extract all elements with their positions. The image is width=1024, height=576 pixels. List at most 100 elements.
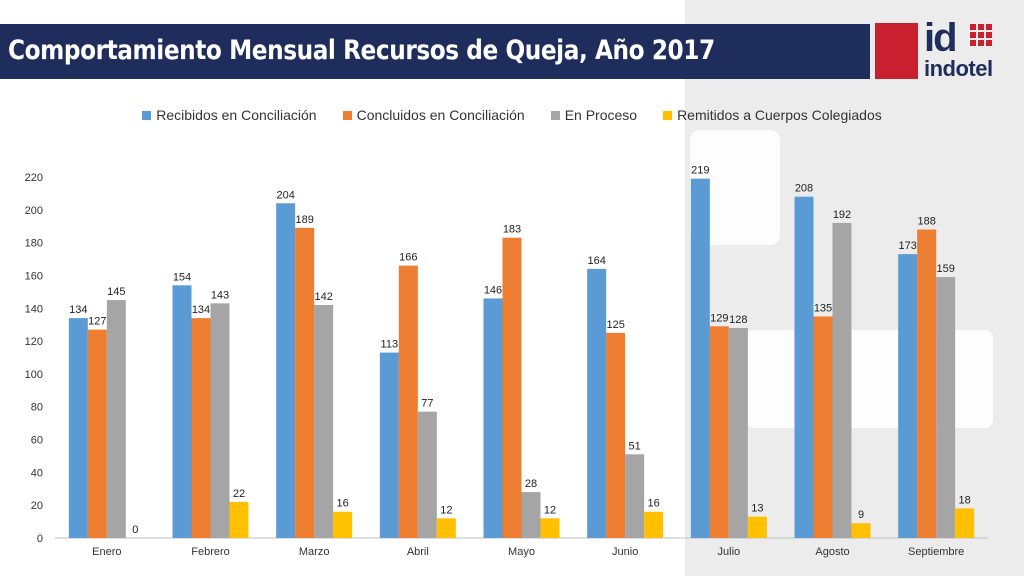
bar bbox=[398, 265, 418, 538]
legend-label: Recibidos en Conciliación bbox=[156, 107, 317, 123]
logo-grid-icon bbox=[970, 24, 1000, 54]
bar bbox=[587, 268, 607, 538]
data-label: 208 bbox=[795, 183, 813, 195]
y-tick-label: 80 bbox=[31, 402, 43, 414]
y-tick-label: 140 bbox=[25, 303, 43, 315]
legend-item-en-proceso: En Proceso bbox=[550, 106, 638, 124]
legend-swatch bbox=[663, 110, 673, 120]
x-tick-label: Septiembre bbox=[908, 546, 964, 558]
bar bbox=[172, 285, 192, 538]
data-label: 13 bbox=[751, 503, 763, 515]
legend-item-remitidos: Remitidos a Cuerpos Colegiados bbox=[663, 106, 882, 124]
bar bbox=[728, 327, 748, 538]
bar bbox=[690, 178, 710, 538]
data-label: 12 bbox=[544, 504, 556, 516]
legend-swatch bbox=[550, 110, 560, 120]
bar bbox=[851, 523, 871, 538]
data-label: 0 bbox=[132, 524, 138, 536]
data-label: 135 bbox=[814, 302, 832, 314]
bar bbox=[229, 501, 249, 538]
data-label: 51 bbox=[629, 440, 641, 452]
y-tick-label: 200 bbox=[25, 205, 43, 217]
bar bbox=[502, 237, 522, 539]
logo-name: indotel bbox=[924, 56, 993, 81]
data-label: 134 bbox=[69, 304, 87, 316]
data-label: 113 bbox=[381, 339, 399, 351]
y-tick-label: 120 bbox=[25, 336, 43, 348]
x-tick-label: Mayo bbox=[508, 546, 535, 558]
bar bbox=[606, 332, 626, 538]
x-tick-label: Marzo bbox=[299, 546, 330, 558]
x-tick-label: Enero bbox=[92, 546, 121, 558]
data-label: 189 bbox=[295, 214, 313, 226]
x-tick-label: Junio bbox=[612, 546, 638, 558]
data-label: 125 bbox=[606, 319, 624, 331]
x-tick-label: Agosto bbox=[815, 546, 849, 558]
data-label: 9 bbox=[858, 509, 864, 521]
chart-legend: Recibidos en Conciliación Concluidos en … bbox=[0, 106, 1024, 124]
bar bbox=[625, 454, 645, 538]
y-tick-label: 60 bbox=[31, 435, 43, 447]
data-label: 18 bbox=[959, 494, 971, 506]
data-label: 28 bbox=[525, 478, 537, 490]
title-bar: Comportamiento Mensual Recursos de Queja… bbox=[0, 24, 870, 79]
bar bbox=[106, 300, 126, 538]
data-label: 145 bbox=[107, 286, 125, 298]
bar bbox=[417, 411, 437, 538]
data-label: 219 bbox=[691, 165, 709, 177]
data-label: 164 bbox=[587, 255, 605, 267]
data-label: 173 bbox=[898, 240, 916, 252]
data-label: 16 bbox=[337, 498, 349, 510]
legend-label: Concluidos en Conciliación bbox=[356, 107, 525, 123]
bar bbox=[898, 254, 918, 538]
bar bbox=[483, 298, 503, 538]
bar bbox=[379, 352, 399, 538]
bar bbox=[295, 227, 315, 539]
data-label: 159 bbox=[936, 263, 954, 275]
bar bbox=[747, 516, 767, 538]
page-title: Comportamiento Mensual Recursos de Queja… bbox=[8, 35, 715, 66]
x-tick-label: Julio bbox=[718, 546, 741, 558]
bar bbox=[87, 329, 107, 538]
bar bbox=[210, 303, 230, 538]
legend-label: En Proceso bbox=[564, 107, 638, 123]
bar bbox=[917, 229, 937, 538]
data-label: 16 bbox=[648, 498, 660, 510]
y-tick-label: 220 bbox=[25, 172, 43, 184]
bar bbox=[644, 511, 664, 538]
indotel-logo: id indotel bbox=[872, 16, 1012, 82]
data-label: 166 bbox=[399, 252, 417, 264]
bar bbox=[191, 318, 211, 538]
data-label: 22 bbox=[233, 488, 245, 500]
bar bbox=[276, 203, 296, 538]
logo-mark: id bbox=[924, 16, 958, 60]
data-label: 127 bbox=[88, 316, 106, 328]
bar bbox=[709, 326, 729, 538]
data-label: 204 bbox=[276, 189, 294, 201]
bar bbox=[68, 318, 88, 538]
logo-red-block bbox=[875, 23, 918, 79]
data-label: 12 bbox=[440, 504, 452, 516]
bar bbox=[521, 492, 541, 538]
legend-item-concluidos: Concluidos en Conciliación bbox=[342, 106, 525, 124]
legend-item-recibidos: Recibidos en Conciliación bbox=[142, 106, 317, 124]
y-tick-label: 40 bbox=[31, 467, 43, 479]
y-tick-label: 0 bbox=[37, 533, 43, 545]
data-label: 129 bbox=[710, 312, 728, 324]
data-label: 154 bbox=[173, 271, 191, 283]
bar bbox=[832, 222, 852, 539]
data-label: 128 bbox=[729, 314, 747, 326]
bar bbox=[436, 518, 456, 538]
bar bbox=[936, 277, 956, 538]
legend-label: Remitidos a Cuerpos Colegiados bbox=[677, 107, 882, 123]
data-label: 188 bbox=[917, 216, 935, 228]
data-label: 142 bbox=[314, 291, 332, 303]
data-label: 192 bbox=[833, 209, 851, 221]
bar bbox=[540, 518, 560, 538]
y-tick-label: 20 bbox=[31, 500, 43, 512]
legend-swatch bbox=[342, 110, 352, 120]
bar bbox=[794, 196, 814, 538]
legend-swatch bbox=[142, 110, 152, 120]
y-tick-label: 180 bbox=[25, 238, 43, 250]
